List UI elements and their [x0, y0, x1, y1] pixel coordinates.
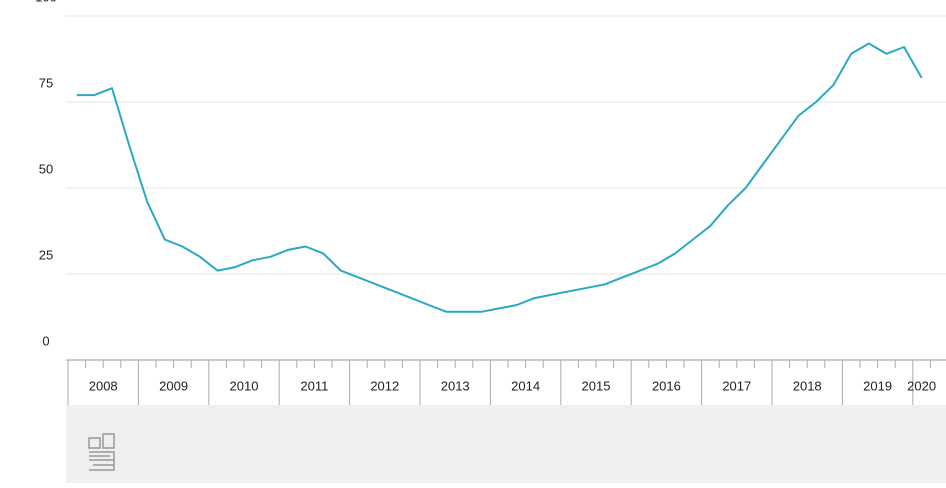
y-tick-label: 100	[35, 0, 57, 4]
y-tick-label: 25	[39, 247, 53, 262]
x-tick-label: 2015	[582, 378, 611, 393]
x-tick-label: 2018	[793, 378, 822, 393]
y-tick-label: 75	[39, 75, 53, 90]
x-tick-label: 2017	[722, 378, 751, 393]
x-tick-label: 2013	[441, 378, 470, 393]
x-tick-label: 2019	[863, 378, 892, 393]
footer-panel	[66, 405, 946, 483]
x-tick-label: 2014	[511, 378, 540, 393]
y-tick-label: 0	[42, 333, 49, 348]
x-tick-label: 2012	[370, 378, 399, 393]
x-tick-label: 2008	[89, 378, 118, 393]
y-tick-label: 50	[39, 161, 53, 176]
x-tick-label: 2009	[159, 378, 188, 393]
x-tick-label: 2010	[230, 378, 259, 393]
data-line	[76, 42, 923, 313]
x-tick-label: 2016	[652, 378, 681, 393]
x-tick-label: 2020	[907, 378, 936, 393]
logo	[88, 433, 115, 471]
x-tick-label: 2011	[300, 378, 328, 393]
